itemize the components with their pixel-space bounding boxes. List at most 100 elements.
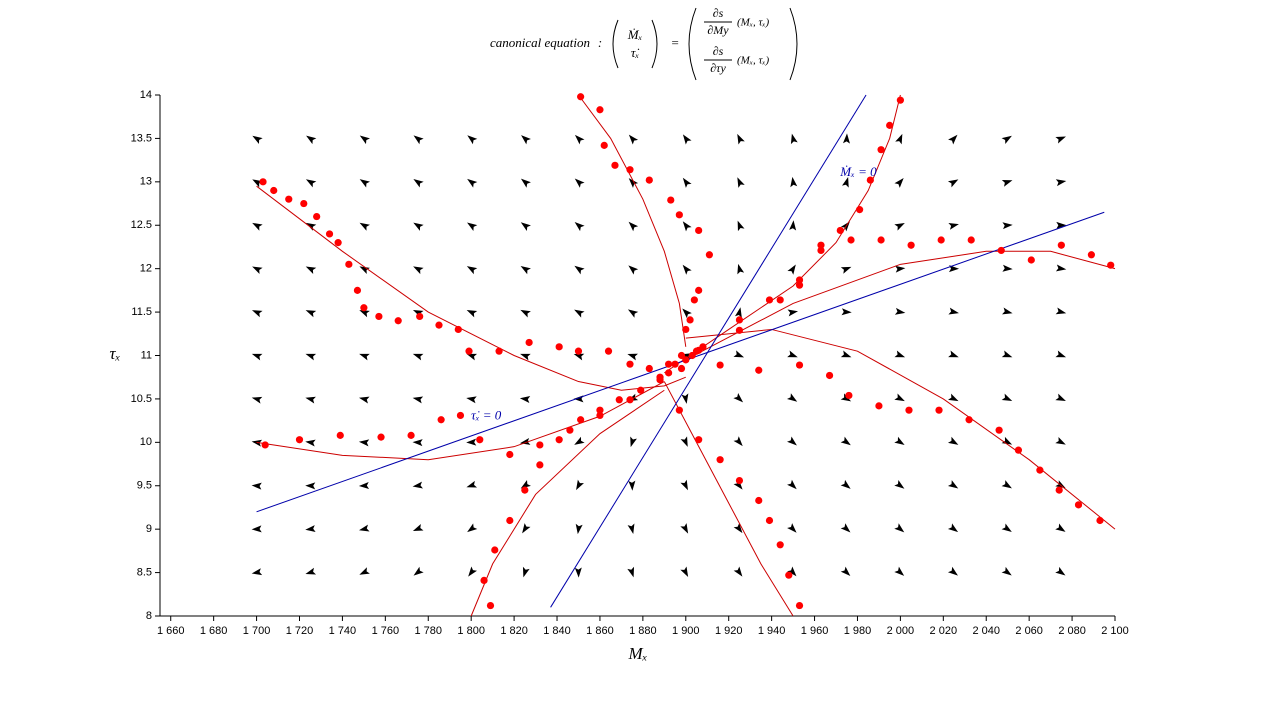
point — [325, 230, 334, 238]
field-arrow — [251, 396, 263, 404]
field-arrow — [1055, 136, 1066, 144]
nullcline — [550, 94, 867, 608]
point — [692, 347, 701, 355]
point — [536, 461, 544, 469]
y-axis-label: τₓ — [110, 344, 121, 363]
x-tick-label: 1 760 — [372, 625, 400, 637]
field-arrow — [841, 308, 852, 316]
point — [856, 206, 864, 214]
field-arrow — [466, 438, 477, 446]
y-tick-label: 12.5 — [131, 219, 152, 231]
rhs-num: ∂s — [713, 6, 724, 20]
field-arrow — [787, 264, 796, 275]
point — [1055, 486, 1063, 494]
field-arrow — [466, 266, 478, 275]
point — [896, 96, 904, 104]
field-arrow — [359, 266, 370, 275]
point — [795, 601, 804, 610]
field-arrow — [1001, 180, 1013, 187]
x-tick-label: 1 960 — [801, 625, 829, 637]
x-tick-label: 1 780 — [414, 625, 442, 637]
field-arrow — [787, 350, 798, 358]
field-arrow — [251, 439, 263, 447]
field-arrow — [466, 480, 478, 488]
point — [596, 106, 604, 114]
y-tick-label: 13.5 — [131, 132, 152, 144]
point — [456, 411, 465, 420]
field-arrow — [948, 350, 959, 358]
point — [295, 436, 304, 444]
point — [1036, 466, 1044, 474]
point — [600, 141, 608, 149]
point — [965, 416, 973, 424]
field-arrow — [305, 567, 317, 575]
point — [665, 369, 673, 377]
field-arrow — [1001, 523, 1012, 532]
fitted-curve — [470, 389, 665, 617]
point — [1074, 501, 1083, 509]
point — [465, 347, 473, 355]
field-arrow — [737, 220, 745, 232]
field-arrow — [840, 479, 851, 489]
field-arrow — [682, 221, 692, 232]
x-tick-label: 1 920 — [715, 625, 743, 637]
field-arrow — [1055, 523, 1066, 532]
x-tick-label: 2 100 — [1101, 625, 1129, 637]
point — [615, 396, 623, 404]
point — [360, 304, 368, 312]
point — [336, 431, 344, 439]
field-arrow — [251, 568, 263, 576]
point — [755, 366, 763, 374]
point — [596, 406, 604, 414]
field-arrow — [628, 134, 639, 145]
field-arrow — [734, 307, 742, 318]
nullcline-label: Ṁₓ = 0 — [839, 164, 877, 179]
field-arrow — [574, 265, 585, 275]
point — [877, 146, 885, 154]
field-arrow — [468, 566, 477, 577]
point — [259, 178, 267, 186]
field-arrow — [1001, 135, 1012, 145]
fitted-curve — [664, 94, 901, 374]
field-arrow — [733, 566, 743, 577]
field-arrow — [790, 133, 798, 145]
title-equals: = — [671, 35, 680, 50]
point — [1107, 261, 1115, 269]
field-arrow — [520, 480, 531, 489]
field-arrow — [574, 134, 585, 145]
point — [353, 286, 362, 294]
field-arrow — [1001, 393, 1013, 402]
field-arrow — [413, 266, 424, 275]
point — [637, 386, 645, 394]
x-tick-label: 1 860 — [586, 625, 614, 637]
point — [675, 406, 683, 414]
field-arrow — [305, 222, 317, 231]
point — [690, 296, 698, 304]
lhs-top: Ṁₓ — [627, 27, 643, 42]
point — [480, 576, 488, 584]
point — [995, 426, 1003, 434]
field-arrow — [1001, 350, 1013, 358]
nullcline-label: τ̇ₓ = 0 — [471, 407, 502, 422]
point — [735, 316, 744, 324]
field-arrow — [251, 525, 262, 533]
point — [937, 236, 945, 244]
field-arrow — [413, 566, 424, 576]
field-arrow — [948, 393, 959, 402]
point — [1087, 251, 1095, 259]
point — [765, 516, 774, 525]
x-tick-label: 1 800 — [457, 625, 485, 637]
field-arrow — [840, 436, 851, 446]
x-tick-label: 1 740 — [329, 625, 357, 637]
field-arrow — [522, 523, 531, 534]
point — [270, 186, 278, 195]
point — [611, 161, 619, 169]
point — [699, 343, 707, 351]
point — [935, 406, 943, 414]
field-arrow — [627, 523, 635, 535]
field-arrow — [1002, 264, 1013, 272]
point — [491, 546, 499, 554]
field-arrow — [947, 523, 959, 533]
field-arrow — [467, 135, 478, 145]
field-arrow — [359, 353, 370, 361]
